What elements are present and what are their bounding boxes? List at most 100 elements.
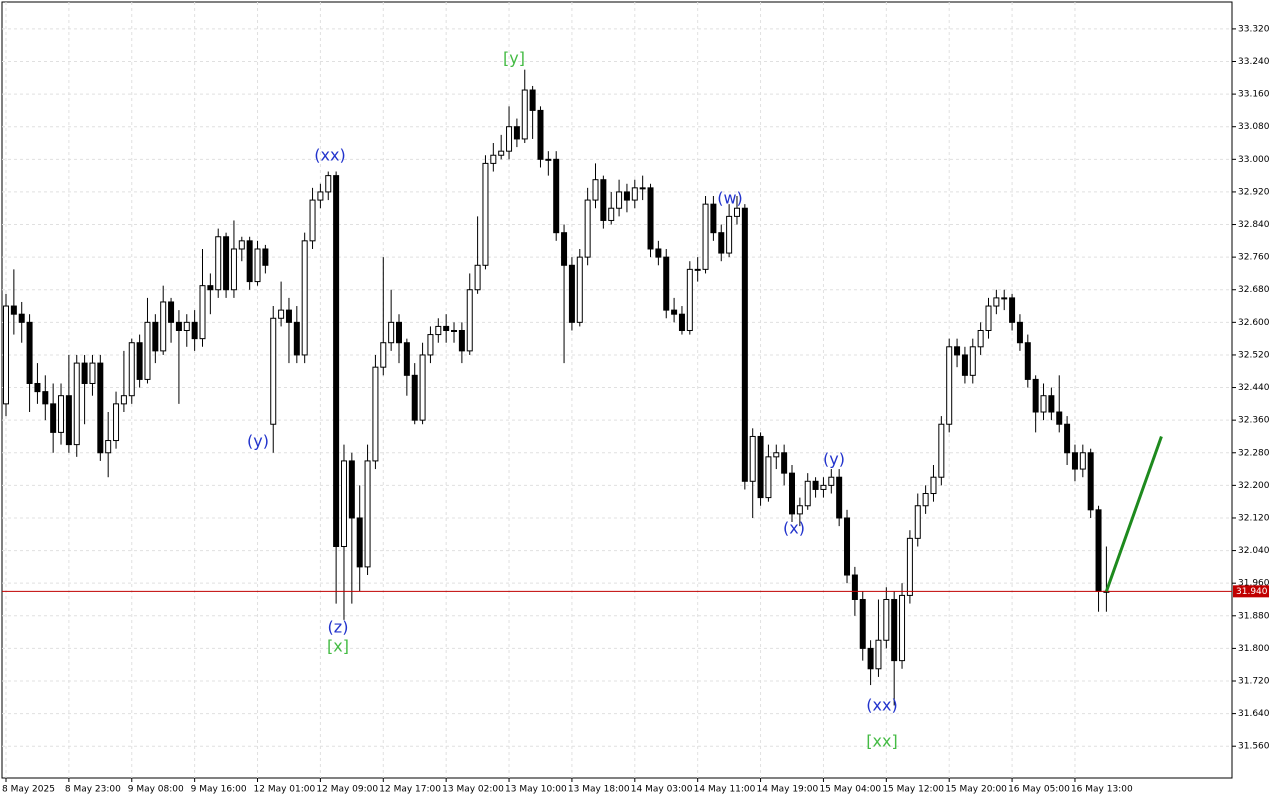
candle-body xyxy=(160,301,167,352)
candle-body xyxy=(891,598,898,662)
candle-body xyxy=(576,256,583,323)
x-tick-label: 9 May 16:00 xyxy=(191,785,247,795)
candle-body xyxy=(435,325,442,336)
candle-body xyxy=(584,199,591,258)
x-tick-label: 15 May 04:00 xyxy=(819,785,881,795)
candle-body xyxy=(686,268,693,331)
candle-body xyxy=(789,472,795,515)
candle-body xyxy=(254,248,261,283)
candle-body xyxy=(954,346,961,356)
candle-body xyxy=(985,305,992,331)
candle-body xyxy=(702,203,709,270)
candle-body xyxy=(899,594,906,662)
x-tick-label: 8 May 23:00 xyxy=(65,785,121,795)
candle-body xyxy=(223,236,230,291)
wave-label: [y] xyxy=(503,49,525,68)
x-tick-label: 16 May 13:00 xyxy=(1071,785,1133,795)
candle-body xyxy=(718,232,725,254)
candle-body xyxy=(906,537,913,596)
candle-body xyxy=(726,215,733,254)
x-tick-label: 13 May 02:00 xyxy=(442,785,504,795)
candle-body xyxy=(301,240,308,356)
candle-body xyxy=(859,598,866,649)
candle-body xyxy=(608,207,615,221)
candle-body xyxy=(411,374,418,421)
candle-body xyxy=(293,321,300,356)
candle-body xyxy=(867,647,874,670)
candle-body xyxy=(733,207,740,217)
candle-body xyxy=(128,342,135,397)
wave-label: (x) xyxy=(783,519,805,538)
candle-body xyxy=(781,452,788,474)
y-tick-label: 33.320 xyxy=(1238,24,1270,34)
candle-body xyxy=(741,207,748,482)
candle-body xyxy=(230,248,237,291)
candle-body xyxy=(553,158,560,234)
current-price-label: 31.940 xyxy=(1236,587,1268,597)
candle-body xyxy=(380,342,387,368)
candle-body xyxy=(207,285,214,291)
candle-body xyxy=(922,493,929,507)
candle-body xyxy=(97,362,104,454)
candle-body xyxy=(340,460,347,548)
candle-body xyxy=(419,354,426,421)
x-tick-label: 12 May 01:00 xyxy=(254,785,316,795)
candle-body xyxy=(883,598,890,641)
candle-body xyxy=(388,321,395,344)
candle-body xyxy=(18,313,25,323)
candle-body xyxy=(537,109,544,160)
candle-body xyxy=(309,199,316,242)
candle-body xyxy=(844,517,851,576)
wave-label: [xx] xyxy=(866,732,897,751)
candle-body xyxy=(647,187,654,250)
candle-body xyxy=(65,395,72,446)
candle-body xyxy=(796,505,803,515)
candle-body xyxy=(600,179,607,221)
y-tick-label: 32.760 xyxy=(1238,253,1270,263)
y-tick-label: 32.120 xyxy=(1238,513,1270,523)
candle-body xyxy=(749,435,756,482)
candle-body xyxy=(89,362,96,384)
candle-body xyxy=(993,297,1000,307)
candle-body xyxy=(529,89,536,111)
y-tick-label: 32.600 xyxy=(1238,318,1270,328)
x-tick-label: 14 May 11:00 xyxy=(694,785,756,795)
candle-body xyxy=(120,395,127,405)
candle-body xyxy=(285,309,292,323)
candle-body xyxy=(262,248,269,266)
candle-body xyxy=(568,264,575,323)
y-tick-label: 32.200 xyxy=(1238,481,1270,491)
y-tick-label: 32.840 xyxy=(1238,220,1270,230)
candle-body xyxy=(50,403,57,433)
candle-body xyxy=(34,382,41,393)
candle-body xyxy=(1032,378,1039,413)
y-tick-label: 33.240 xyxy=(1238,57,1270,67)
x-tick-label: 8 May 2025 xyxy=(2,785,55,795)
candle-body xyxy=(403,342,410,376)
candle-body xyxy=(152,321,159,352)
wave-label: (y) xyxy=(247,432,269,451)
candle-body xyxy=(81,362,88,384)
candle-body xyxy=(113,403,120,442)
candle-body xyxy=(1071,452,1078,470)
candle-body xyxy=(521,89,528,140)
candle-body xyxy=(490,154,497,164)
y-tick-label: 33.080 xyxy=(1238,122,1270,132)
x-tick-label: 13 May 10:00 xyxy=(505,785,567,795)
candle-body xyxy=(663,256,670,311)
candle-body xyxy=(694,268,701,271)
wave-label: (z) xyxy=(328,618,349,637)
candle-body xyxy=(506,126,513,152)
y-tick-label: 33.160 xyxy=(1238,90,1270,100)
x-tick-label: 13 May 18:00 xyxy=(568,785,630,795)
x-tick-label: 14 May 19:00 xyxy=(757,785,819,795)
candle-body xyxy=(325,175,332,193)
y-tick-label: 31.720 xyxy=(1238,677,1270,687)
candle-body xyxy=(710,203,717,234)
candle-body xyxy=(333,175,340,548)
candle-body xyxy=(1024,342,1031,380)
y-tick-label: 31.960 xyxy=(1238,579,1270,589)
candle-body xyxy=(977,329,984,348)
candle-body xyxy=(498,150,505,156)
